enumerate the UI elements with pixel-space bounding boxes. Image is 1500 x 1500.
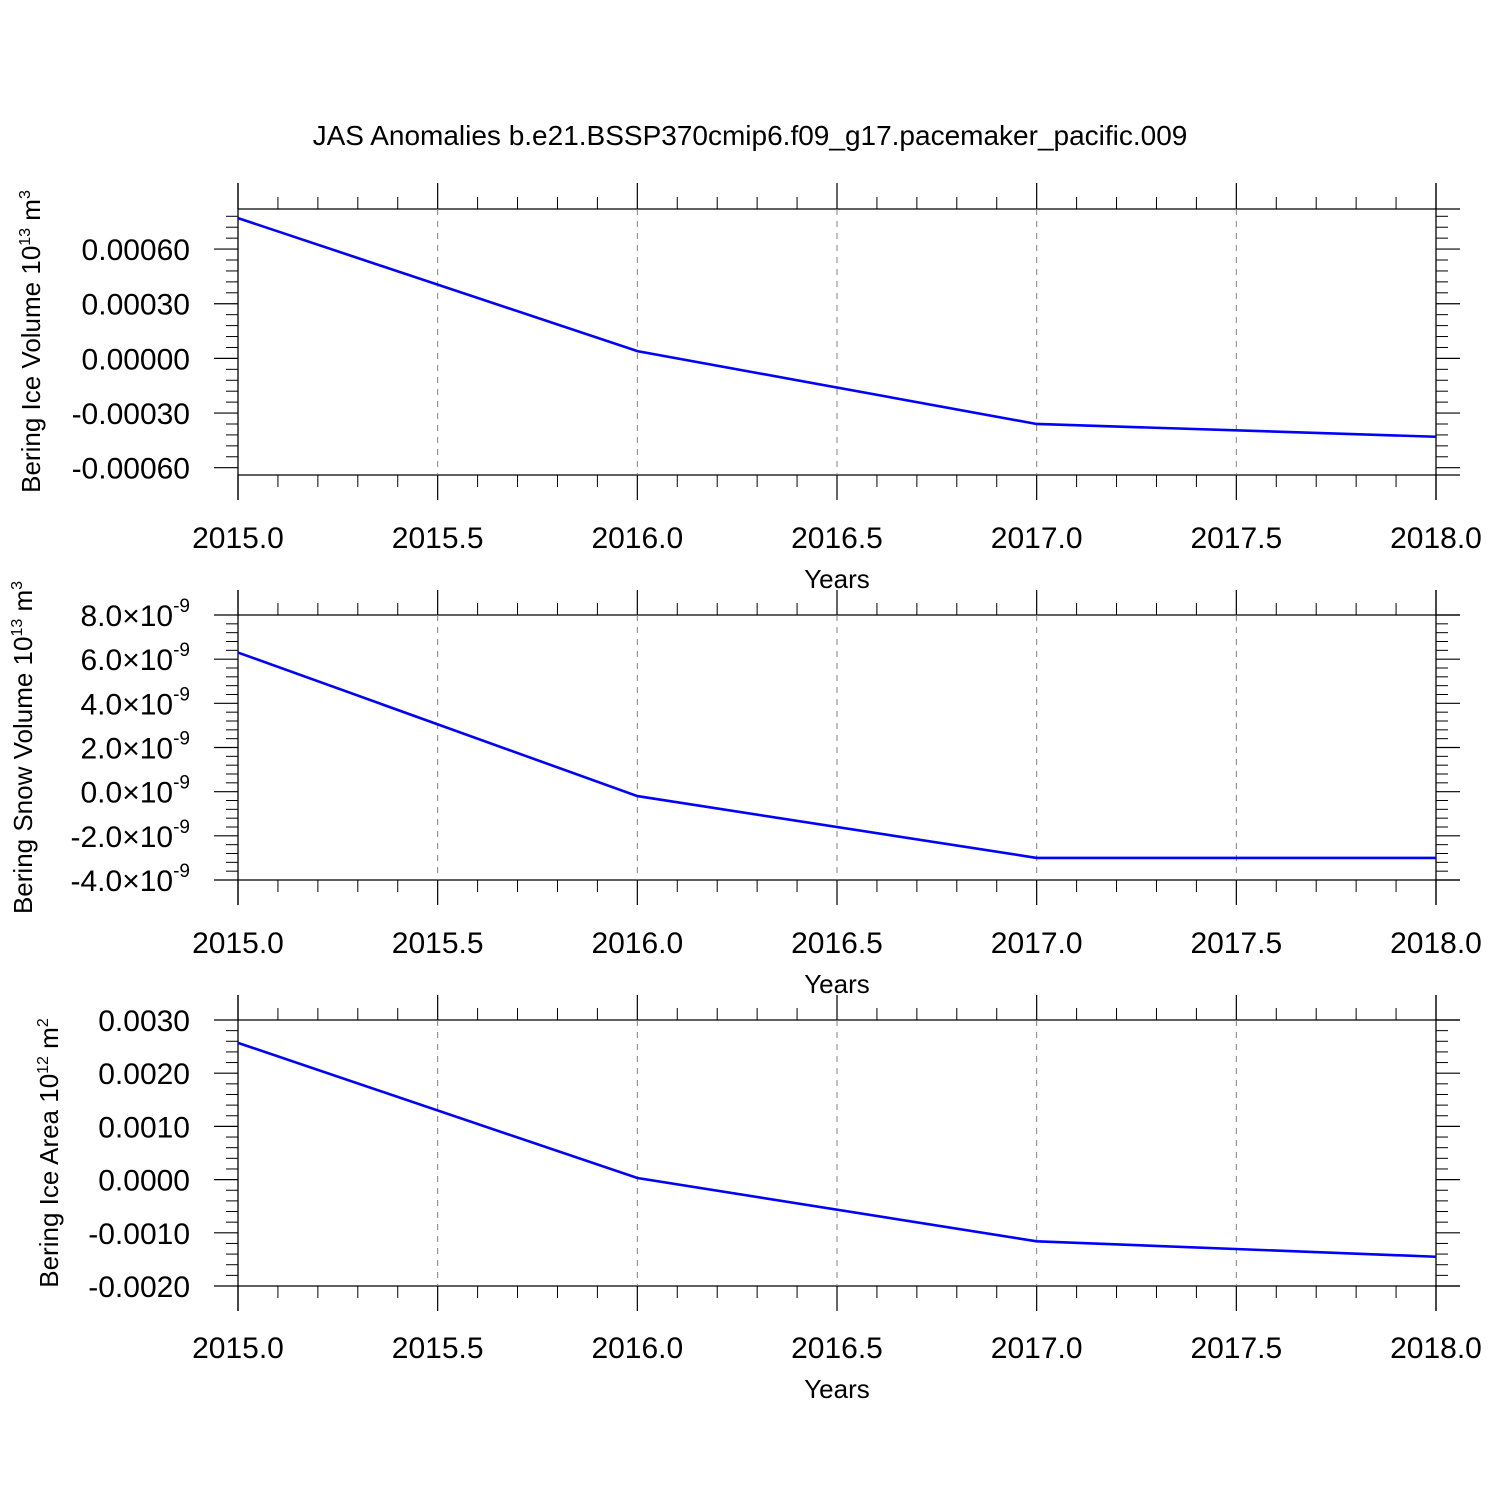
x-tick-label: 2015.5 (392, 1332, 484, 1365)
x-tick-label: 2015.0 (192, 927, 284, 960)
series-line (237, 216, 1437, 439)
x-tick-label: 2017.0 (991, 522, 1083, 555)
y-tick-label: 2.0×10-9 (81, 729, 191, 766)
chart-panel-2: 2015.0 2015.5 2016.0 2016.5 2017.0 2017.5 2018… (8, 581, 1482, 999)
y-tick-label: -4.0×10-9 (71, 861, 191, 898)
x-tick-label: 2016.5 (791, 522, 883, 555)
y-tick-label: 6.0×10-9 (81, 640, 191, 677)
x-tick-label: 2016.0 (591, 927, 683, 960)
y-tick-label: -0.00060 (72, 453, 190, 486)
y-tick-label: 0.0020 (98, 1058, 190, 1091)
y-tick-label: 0.00060 (82, 234, 190, 267)
x-tick-label: 2018.0 (1390, 522, 1482, 555)
y-tick-label: 8.0×10-9 (81, 596, 191, 633)
x-tick-label: 2018.0 (1390, 927, 1482, 960)
x-tick-label: 2015.5 (392, 522, 484, 555)
y-tick-label: -0.00030 (72, 398, 190, 431)
x-tick-label: 2016.0 (591, 1332, 683, 1365)
x-tick-label: 2015.0 (192, 1332, 284, 1365)
y-axis-title: Bering Snow Volume 1013 m3 (8, 581, 38, 914)
x-tick-label: 2016.5 (791, 927, 883, 960)
chart-title: JAS Anomalies b.e21.BSSP370cmip6.f09_g17… (313, 120, 1188, 151)
x-tick-label: 2017.0 (991, 1332, 1083, 1365)
y-axis-title: Bering Ice Volume 1013 m3 (16, 190, 46, 493)
series-line (237, 651, 1436, 860)
y-tick-label: 0.0030 (98, 1005, 190, 1038)
series-line (237, 1041, 1437, 1259)
x-tick-label: 2017.5 (1190, 1332, 1282, 1365)
y-axis-title: Bering Ice Area 1012 m2 (34, 1018, 64, 1288)
y-tick-label: 0.00000 (82, 343, 190, 376)
y-tick-label: -0.0020 (88, 1271, 190, 1304)
y-tick-label: -2.0×10-9 (71, 817, 191, 854)
x-tick-label: 2015.5 (392, 927, 484, 960)
x-tick-label: 2017.5 (1190, 927, 1282, 960)
y-tick-label: -0.0010 (88, 1218, 190, 1251)
x-tick-label: 2015.0 (192, 522, 284, 555)
x-tick-label: 2016.0 (591, 522, 683, 555)
x-axis-title: Years (804, 969, 870, 999)
y-tick-label: 0.00030 (82, 289, 190, 322)
y-tick-label: 0.0010 (98, 1111, 190, 1144)
y-tick-label: 4.0×10-9 (81, 684, 191, 721)
y-tick-label: 0.0000 (98, 1165, 190, 1198)
x-axis-title: Years (804, 1374, 870, 1404)
x-tick-label: 2018.0 (1390, 1332, 1482, 1365)
chart-panel-1: 2015.0 2015.5 2016.0 2016.5 2017.0 2017.5 2018… (16, 183, 1482, 594)
x-tick-label: 2016.5 (791, 1332, 883, 1365)
chart-panel-3: 2015.0 2015.5 2016.0 2016.5 2017.0 2017.5 2018… (34, 995, 1482, 1404)
y-tick-label: 0.0×10-9 (81, 773, 191, 810)
x-axis-title: Years (804, 564, 870, 594)
x-tick-label: 2017.0 (991, 927, 1083, 960)
x-tick-label: 2017.5 (1190, 522, 1282, 555)
